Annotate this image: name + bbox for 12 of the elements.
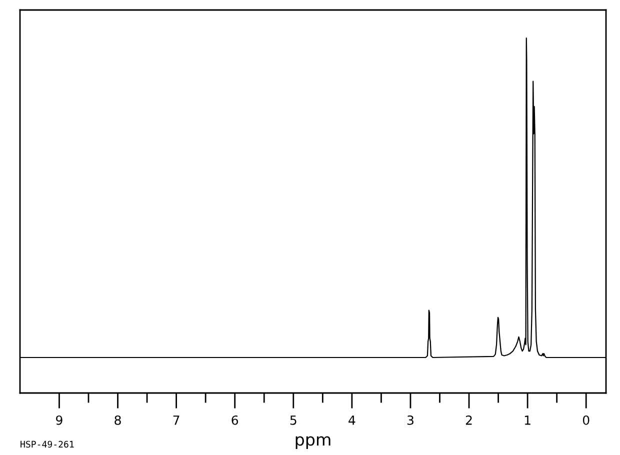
x-tick-label: 5 [290, 416, 296, 425]
x-tick-label: 3 [407, 415, 414, 425]
x-tick-label: 6 [232, 415, 238, 425]
x-tick-label: 8 [114, 415, 121, 425]
x-tick-label: 7 [173, 416, 180, 425]
x-tick-label: 4 [348, 416, 356, 425]
text: HSP-49-261 [20, 440, 74, 448]
x-axis-title: ppm [296, 436, 330, 450]
x-tick-label: 2 [466, 415, 472, 425]
x-tick-label: 9 [56, 415, 62, 425]
x-tick-label: 0 [582, 415, 590, 425]
x-tick-label: 1 [524, 416, 530, 425]
